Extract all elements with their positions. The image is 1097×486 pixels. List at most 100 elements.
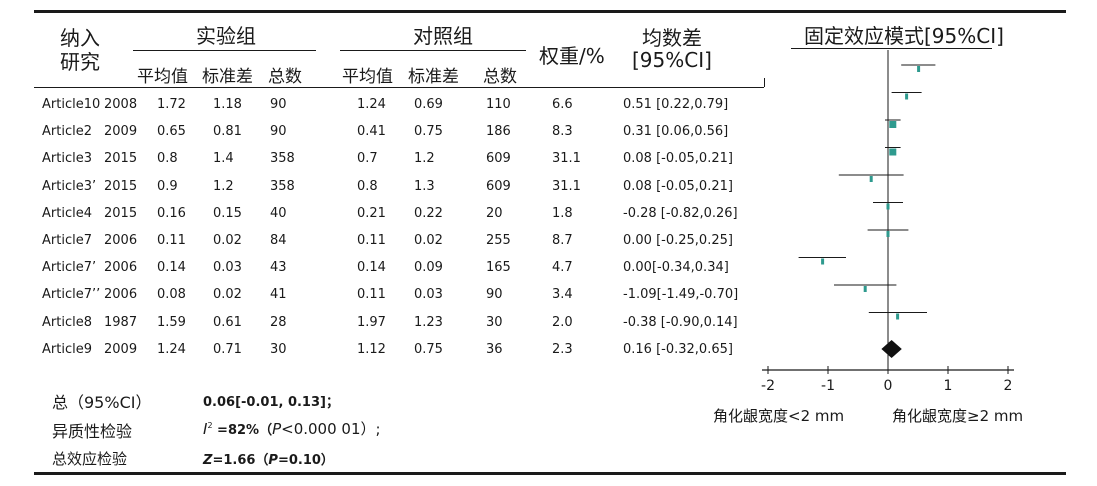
x-tick-label: 2 bbox=[1004, 378, 1013, 394]
cell-exp-mean: 0.08 bbox=[157, 287, 186, 303]
cell-ctrl-mean: 0.11 bbox=[357, 287, 386, 303]
cell-exp-mean: 1.24 bbox=[157, 341, 186, 357]
cell-ctrl-mean: 1.24 bbox=[357, 97, 386, 112]
x-tick-label: -1 bbox=[821, 378, 835, 394]
cell-ctrl-sd: 0.75 bbox=[414, 341, 443, 357]
cell-md: 0.16 [-0.32,0.65] bbox=[623, 341, 733, 357]
x-left-label: 角化龈宽度<2 mm bbox=[713, 407, 845, 425]
header-study-line2: 研究 bbox=[60, 50, 100, 74]
het-sup: 2 bbox=[207, 421, 213, 430]
cell-weight: 8.3 bbox=[552, 124, 573, 140]
cell-exp-total: 358 bbox=[270, 178, 295, 194]
cell-ctrl-mean: 0.41 bbox=[357, 124, 386, 140]
x-tick-label: 0 bbox=[884, 378, 893, 394]
cell-exp-sd: 0.15 bbox=[213, 205, 242, 221]
header-md-line1: 均数差 bbox=[642, 26, 702, 50]
heterogeneity-label: 异质性检验 bbox=[52, 422, 133, 441]
cell-exp-total: 28 bbox=[270, 314, 287, 330]
cell-ctrl-total: 165 bbox=[486, 260, 511, 276]
cell-ctrl-sd: 0.75 bbox=[414, 124, 443, 140]
effect-val: =1.66（ bbox=[212, 453, 269, 468]
cell-study: Article4 bbox=[42, 205, 92, 221]
het-p: P bbox=[272, 420, 282, 438]
cell-weight: 4.7 bbox=[552, 260, 573, 276]
cell-study: Article10 bbox=[42, 97, 101, 112]
header-study-line1: 纳入 bbox=[60, 26, 100, 50]
cell-ctrl-sd: 0.03 bbox=[414, 287, 443, 303]
cell-ctrl-total: 30 bbox=[486, 314, 503, 330]
cell-weight: 31.1 bbox=[552, 178, 581, 194]
cell-ctrl-sd: 1.3 bbox=[414, 178, 435, 194]
cell-exp-mean: 0.9 bbox=[157, 178, 178, 194]
header-md-line2: [95%CI] bbox=[632, 48, 712, 72]
cell-year: 2009 bbox=[104, 124, 138, 140]
cell-exp-mean: 0.8 bbox=[157, 151, 178, 167]
cell-exp-sd: 0.71 bbox=[213, 341, 242, 357]
cell-exp-sd: 0.02 bbox=[213, 233, 242, 248]
point-estimate bbox=[889, 121, 897, 128]
cell-study: Article7 bbox=[42, 233, 92, 248]
point-estimate bbox=[821, 258, 825, 265]
cell-exp-sd: 0.03 bbox=[213, 260, 242, 276]
heterogeneity-value: I2 =82%（P<0.000 01）; bbox=[203, 418, 381, 439]
het-value: =82%（ bbox=[212, 423, 273, 438]
cell-md: 0.00 [-0.25,0.25] bbox=[623, 233, 733, 248]
cell-exp-sd: 1.4 bbox=[213, 151, 234, 167]
point-estimate bbox=[917, 66, 921, 72]
cell-ctrl-sd: 0.22 bbox=[414, 205, 443, 221]
cell-year: 2008 bbox=[104, 97, 138, 112]
cell-ctrl-total: 609 bbox=[486, 178, 511, 194]
cell-year: 2006 bbox=[104, 233, 138, 248]
point-estimate bbox=[889, 148, 897, 156]
cell-exp-total: 41 bbox=[270, 287, 287, 303]
cell-ctrl-total: 36 bbox=[486, 341, 503, 357]
cell-ctrl-total: 20 bbox=[486, 205, 503, 221]
cell-weight: 31.1 bbox=[552, 151, 581, 167]
cell-study: Article7’ bbox=[42, 260, 97, 276]
forest-title-underline bbox=[791, 48, 992, 49]
x-right-label: 角化龈宽度≥2 mm bbox=[892, 407, 1024, 425]
effect-value: Z=1.66（P=0.10） bbox=[203, 449, 334, 468]
point-estimate bbox=[886, 203, 890, 210]
cell-weight: 2.0 bbox=[552, 314, 573, 330]
cell-study: Article2 bbox=[42, 124, 92, 140]
cell-exp-sd: 1.18 bbox=[213, 97, 242, 112]
effect-z: Z bbox=[203, 453, 213, 468]
point-estimate bbox=[869, 176, 873, 182]
cell-ctrl-total: 110 bbox=[486, 97, 511, 112]
cell-md: 0.08 [-0.05,0.21] bbox=[623, 151, 733, 167]
forest-title: 固定效应模式[95%CI] bbox=[804, 24, 1004, 48]
top-rule bbox=[34, 10, 1066, 13]
effect-p: P bbox=[268, 453, 278, 468]
cell-ctrl-sd: 0.69 bbox=[414, 97, 443, 112]
cell-md: 0.08 [-0.05,0.21] bbox=[623, 178, 733, 194]
point-estimate bbox=[905, 93, 909, 100]
sub-ctrl-mean: 平均值 bbox=[342, 67, 393, 87]
cell-exp-sd: 0.61 bbox=[213, 314, 242, 330]
het-pval: <0.000 01）; bbox=[281, 420, 381, 438]
cell-exp-total: 90 bbox=[270, 97, 287, 112]
cell-ctrl-mean: 1.12 bbox=[357, 341, 386, 357]
sub-exp-total: 总数 bbox=[268, 67, 302, 87]
cell-year: 2006 bbox=[104, 260, 138, 276]
x-tick-label: 1 bbox=[944, 378, 953, 394]
cell-study: Article3 bbox=[42, 151, 92, 167]
point-estimate bbox=[863, 286, 867, 292]
header-weight: 权重/% bbox=[539, 44, 605, 68]
cell-ctrl-mean: 0.8 bbox=[357, 178, 378, 194]
cell-ctrl-sd: 1.2 bbox=[414, 151, 435, 167]
cell-exp-sd: 0.81 bbox=[213, 124, 242, 140]
total-label: 总（95%CI） bbox=[52, 393, 152, 412]
sub-exp-sd: 标准差 bbox=[202, 67, 253, 87]
het-i: I bbox=[203, 420, 208, 438]
cell-year: 2006 bbox=[104, 287, 138, 303]
cell-exp-mean: 1.72 bbox=[157, 97, 186, 112]
cell-exp-total: 30 bbox=[270, 341, 287, 357]
cell-weight: 2.3 bbox=[552, 341, 573, 357]
cell-ctrl-mean: 0.7 bbox=[357, 151, 378, 167]
header-ctrl-group: 对照组 bbox=[413, 24, 473, 48]
cell-ctrl-total: 609 bbox=[486, 151, 511, 167]
cell-study: Article7’’ bbox=[42, 287, 101, 303]
ctrl-group-underline bbox=[340, 50, 526, 51]
